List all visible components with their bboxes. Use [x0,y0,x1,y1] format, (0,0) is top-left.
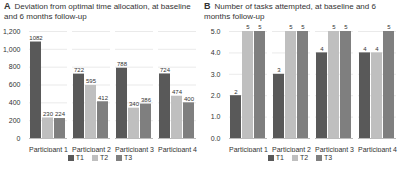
svg-text:5: 5 [301,24,305,30]
svg-text:0: 0 [17,135,21,142]
svg-text:Participant 3: Participant 3 [115,146,154,152]
svg-text:3: 3 [277,67,281,73]
svg-text:Participant 4: Participant 4 [158,146,197,152]
html-text:T3: T3 [324,153,333,161]
html-text:T3: T3 [124,153,133,161]
html-text:T1: T1 [75,153,84,161]
svg-text:1.0: 1.0 [211,113,221,120]
html-text:T1: T1 [275,153,284,161]
svg-text:224: 224 [55,111,66,117]
svg-text:Participant 4: Participant 4 [358,146,397,152]
svg-text:0.0: 0.0 [211,135,221,142]
html-text:A Deviation from optimal time: A Deviation from optimal time allocation… [4,1,191,21]
svg-text:1,000: 1,000 [3,46,21,53]
svg-text:340: 340 [129,101,140,107]
html-text:T2: T2 [299,153,309,161]
svg-text:788: 788 [117,61,128,67]
svg-text:5.0: 5.0 [211,28,221,35]
svg-text:722: 722 [74,67,85,73]
svg-text:800: 800 [9,63,21,70]
svg-text:724: 724 [160,67,171,73]
svg-text:400: 400 [9,99,21,106]
svg-text:5: 5 [344,24,348,30]
svg-text:2.0: 2.0 [211,92,221,99]
svg-text:Participant 1: Participant 1 [229,146,268,152]
svg-text:5: 5 [332,24,336,30]
svg-text:200: 200 [9,117,21,124]
svg-text:230: 230 [43,111,54,117]
svg-text:4.0: 4.0 [211,49,221,56]
svg-text:4: 4 [375,46,379,52]
svg-text:4: 4 [320,46,324,52]
svg-text:412: 412 [98,95,109,101]
svg-text:400: 400 [184,96,195,102]
svg-text:5: 5 [246,24,250,30]
html-text:T2: T2 [99,153,109,161]
svg-text:595: 595 [86,78,97,84]
svg-text:474: 474 [172,89,183,95]
svg-text:1,200: 1,200 [3,28,21,35]
svg-text:386: 386 [141,97,152,103]
svg-text:Participant 3: Participant 3 [315,146,354,152]
svg-text:Participant 2: Participant 2 [72,146,111,152]
svg-text:5: 5 [387,24,391,30]
svg-text:Participant 2: Participant 2 [272,146,311,152]
svg-text:Participant 1: Participant 1 [29,146,68,152]
html-text:B Number of tasks attempted, a: B Number of tasks attempted, at baseline… [204,1,376,21]
svg-text:5: 5 [289,24,293,30]
svg-text:4: 4 [363,46,367,52]
svg-text:5: 5 [258,24,262,30]
svg-text:3.0: 3.0 [211,71,221,78]
svg-text:2: 2 [234,89,238,95]
svg-text:1082: 1082 [29,35,43,41]
svg-text:600: 600 [9,81,21,88]
